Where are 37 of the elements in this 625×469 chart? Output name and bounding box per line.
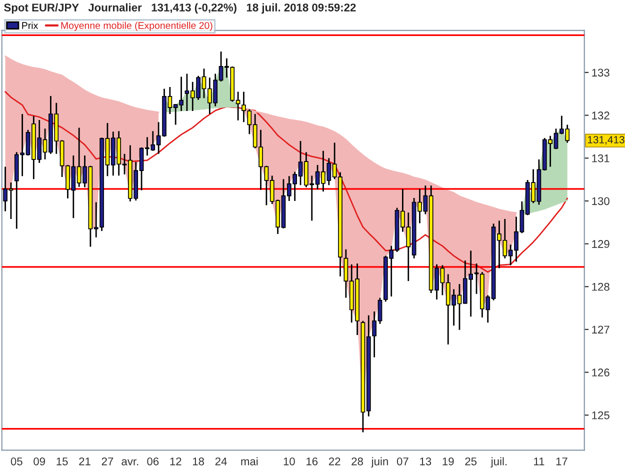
x-tick-label: juil. [490,457,507,468]
x-tick-label: 15 [56,458,68,466]
y-tick-label: 130 [592,197,610,206]
x-tick-label: 17 [556,458,568,466]
y-tick-label: 127 [592,326,610,334]
x-tick-label: 13 [420,457,432,466]
y-tick-label: 133 [592,68,610,77]
x-tick-label: 25 [465,457,477,466]
x-tick-label: 18 [192,457,204,466]
text: 131,413 [588,136,624,145]
x-tick-label: 05 [10,457,22,466]
y-tick-label: 128 [592,282,610,291]
x-tick-label: 28 [352,457,363,466]
x-tick-label: mai [241,457,258,466]
line-series [4,91,568,273]
legend-label: Prix [22,22,38,29]
x-tick-label: 07 [396,457,408,466]
y-tick-label: 131 [592,154,610,162]
y-tick-label: 132 [592,112,610,120]
y-tick-label: 129 [592,240,610,248]
x-tick-label: 27 [102,457,114,466]
y-tick-label: 125 [592,411,610,420]
chart-title: Spot EUR/JPY Journalier 131,413 (-0,22%) 18 juil. 2018 09:59:22 [4,3,356,14]
x-tick-label: 21 [79,457,90,466]
x-tick-label: 22 [328,457,340,466]
x-tick-label: 16 [306,457,318,466]
x-tick-label: 19 [442,457,454,466]
x-tick-label: avr. [122,459,138,466]
x-tick-label: 09 [34,457,45,466]
x-tick-label: 10 [284,457,295,466]
x-tick-label: 24 [215,457,227,466]
x-tick-label: 11 [534,458,544,466]
x-tick-label: 12 [170,457,182,466]
y-tick-label: 126 [592,368,610,376]
x-tick-label: 06 [147,457,159,466]
legend-label: Moyenne mobile (Exponentielle 20) [61,22,212,31]
x-tick-label: juin [371,457,388,468]
